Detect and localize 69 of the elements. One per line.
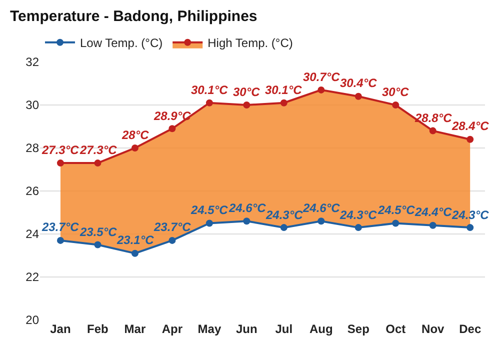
data-label: 28°C bbox=[121, 128, 150, 142]
x-tick-label: Aug bbox=[309, 322, 333, 336]
point bbox=[280, 99, 288, 106]
x-tick-label: Feb bbox=[87, 322, 108, 336]
point bbox=[392, 220, 400, 227]
data-label: 23.7°C bbox=[153, 220, 192, 234]
x-tick-label: Dec bbox=[459, 322, 482, 336]
x-tick-label: Mar bbox=[124, 322, 146, 336]
point bbox=[318, 218, 325, 225]
point bbox=[168, 125, 176, 132]
point bbox=[206, 99, 213, 106]
data-label: 24.5°C bbox=[377, 203, 416, 217]
y-tick-label: 26 bbox=[26, 184, 40, 198]
data-label: 28.9°C bbox=[153, 109, 192, 123]
point bbox=[131, 144, 138, 152]
data-label: 30.7°C bbox=[303, 70, 340, 84]
point bbox=[94, 160, 102, 167]
legend-label: High Temp. (°C) bbox=[208, 36, 293, 50]
data-label: 28.4°C bbox=[451, 119, 490, 133]
point bbox=[429, 222, 436, 229]
point bbox=[429, 127, 436, 134]
data-label: 23.5°C bbox=[79, 225, 118, 239]
point bbox=[243, 218, 250, 225]
y-tick-label: 28 bbox=[26, 141, 40, 156]
point bbox=[466, 136, 474, 143]
data-label: 24.3°C bbox=[339, 208, 378, 222]
point bbox=[168, 236, 176, 244]
data-label: 28.8°C bbox=[414, 111, 452, 125]
x-tick-label: Nov bbox=[422, 322, 445, 336]
point bbox=[56, 160, 64, 167]
point bbox=[206, 220, 213, 227]
point bbox=[318, 86, 325, 94]
data-label: 30.4°C bbox=[340, 76, 378, 90]
data-label: 30°C bbox=[233, 85, 260, 99]
x-tick-label: Oct bbox=[386, 322, 406, 336]
point bbox=[354, 224, 362, 232]
point bbox=[466, 224, 474, 232]
x-tick-label: May bbox=[198, 322, 222, 336]
point bbox=[354, 92, 362, 100]
point bbox=[131, 250, 138, 257]
data-label: 24.6°C bbox=[302, 201, 340, 215]
point bbox=[56, 236, 64, 244]
point bbox=[392, 102, 400, 108]
x-tick-label: Jun bbox=[236, 322, 258, 336]
y-tick-label: 30 bbox=[26, 98, 40, 112]
legend-label: Low Temp. (°C) bbox=[80, 36, 163, 50]
x-tick-label: Sep bbox=[347, 322, 370, 336]
x-tick-label: Jan bbox=[50, 322, 71, 336]
data-label: 24.3°C bbox=[265, 208, 304, 222]
data-label: 23.7°C bbox=[41, 220, 80, 234]
data-label: 24.6°C bbox=[228, 201, 266, 215]
chart-title: Temperature - Badong, Philippines bbox=[10, 8, 258, 25]
data-label: 23.1°C bbox=[116, 233, 154, 247]
x-tick-label: Jul bbox=[275, 322, 293, 336]
point bbox=[94, 241, 102, 248]
point bbox=[243, 102, 250, 108]
y-tick-label: 22 bbox=[26, 270, 40, 284]
y-tick-label: 20 bbox=[26, 313, 40, 328]
data-label: 24.4°C bbox=[414, 205, 452, 219]
point bbox=[280, 224, 288, 232]
data-label: 30.1°C bbox=[265, 83, 302, 97]
y-tick-label: 24 bbox=[26, 227, 40, 242]
data-label: 24.5°C bbox=[190, 203, 228, 217]
y-tick-label: 32 bbox=[26, 55, 40, 70]
data-label: 30.1°C bbox=[191, 83, 228, 97]
data-label: 27.3°C bbox=[41, 143, 80, 157]
data-label: 30°C bbox=[382, 85, 410, 99]
data-label: 27.3°C bbox=[79, 143, 118, 157]
x-tick-label: Apr bbox=[162, 322, 183, 336]
